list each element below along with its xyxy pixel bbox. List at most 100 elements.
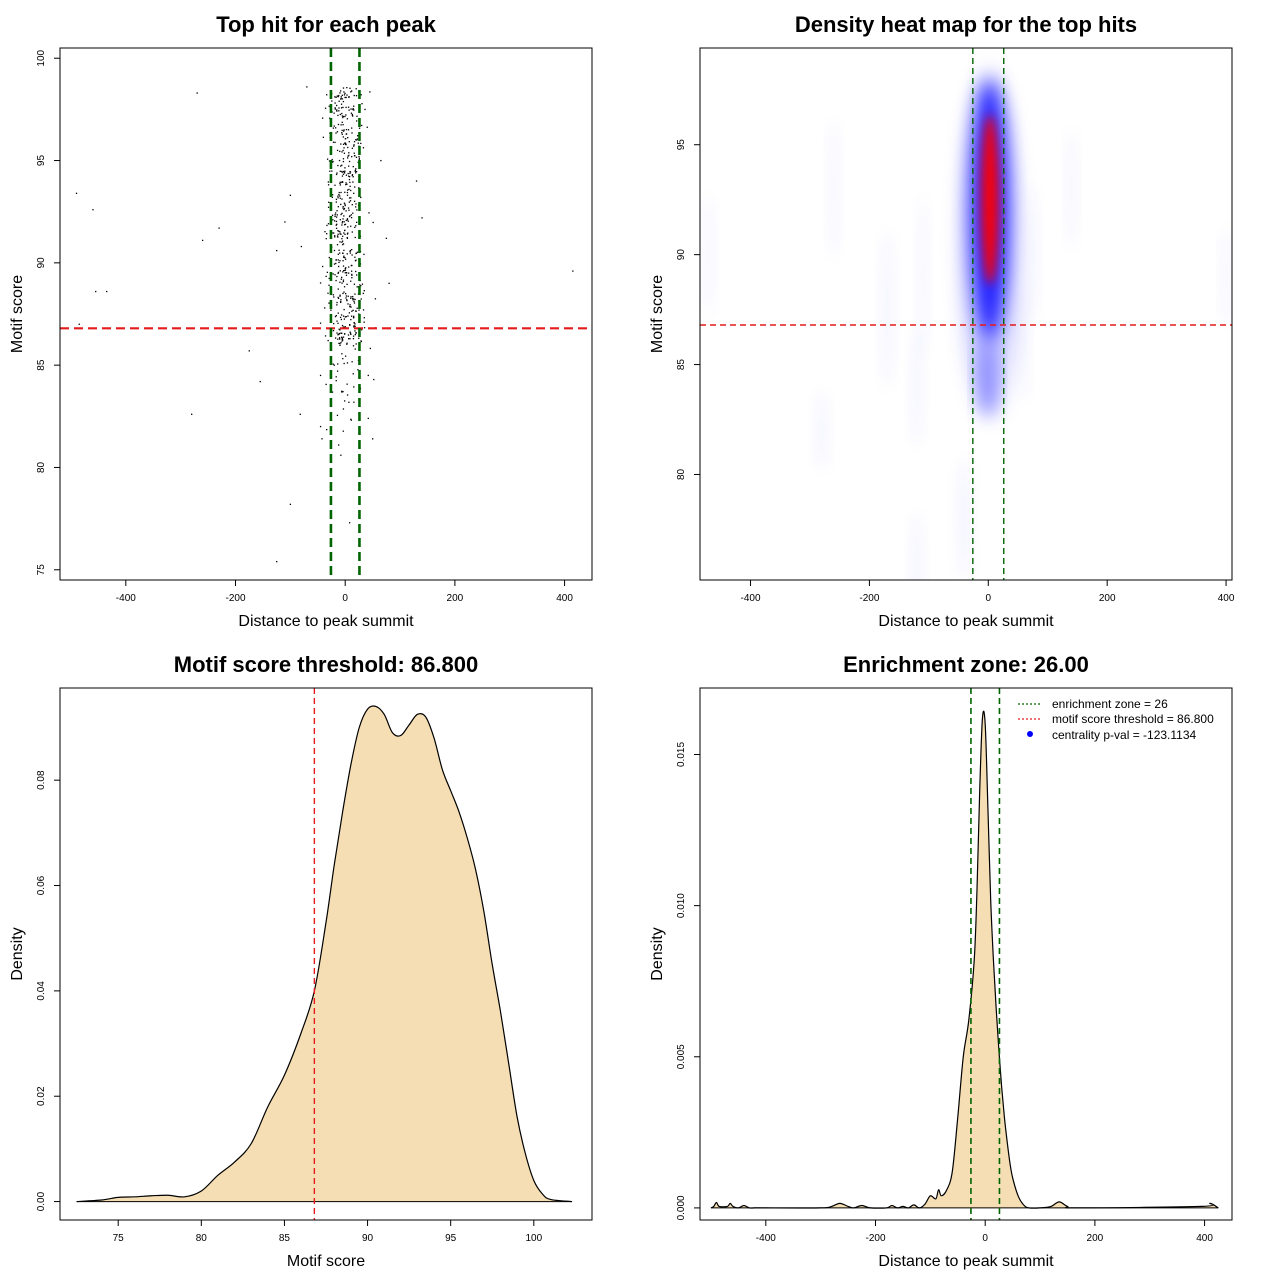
data-point xyxy=(348,96,350,98)
data-point xyxy=(330,309,332,311)
data-point xyxy=(338,342,340,344)
x-tick-label: 95 xyxy=(445,1233,457,1244)
data-point xyxy=(342,158,345,160)
data-point xyxy=(347,207,350,209)
data-point xyxy=(358,157,361,159)
x-tick-label: 0 xyxy=(342,593,348,604)
data-point xyxy=(337,206,340,208)
data-point xyxy=(351,174,354,176)
y-tick-label: 0.00 xyxy=(36,1191,47,1211)
legend-label-enrichment-zone: enrichment zone = 26 xyxy=(1052,697,1168,711)
data-point xyxy=(340,98,342,100)
y-tick-label: 85 xyxy=(36,359,47,371)
data-point xyxy=(348,154,350,156)
data-point xyxy=(358,155,360,158)
data-point xyxy=(357,369,359,371)
data-point xyxy=(346,272,348,274)
data-point xyxy=(341,338,344,341)
data-point xyxy=(334,108,336,110)
score-density-xlabel: Motif score xyxy=(287,1253,365,1270)
data-point xyxy=(337,363,339,365)
data-point xyxy=(352,337,355,340)
data-point xyxy=(341,198,343,200)
data-point xyxy=(342,271,344,273)
data-point xyxy=(350,306,352,308)
data-point xyxy=(339,342,341,345)
data-point xyxy=(353,298,355,300)
data-point xyxy=(341,212,343,215)
data-point xyxy=(339,150,341,153)
data-point xyxy=(342,130,345,132)
data-point xyxy=(342,243,344,246)
data-point xyxy=(340,314,343,316)
data-point xyxy=(344,223,347,225)
data-point xyxy=(341,133,343,135)
data-point xyxy=(344,142,346,144)
data-point xyxy=(340,332,342,334)
data-point xyxy=(342,218,344,220)
data-point xyxy=(259,380,261,383)
data-point xyxy=(356,221,358,224)
data-point xyxy=(349,185,351,187)
data-point xyxy=(343,171,345,173)
data-point xyxy=(345,182,347,184)
data-point xyxy=(369,91,371,93)
data-point xyxy=(342,124,344,126)
data-point xyxy=(350,280,352,282)
data-point xyxy=(348,197,351,199)
x-tick-label: 200 xyxy=(1087,1233,1104,1244)
density-peak xyxy=(981,114,1000,285)
data-point xyxy=(345,219,347,222)
data-point xyxy=(332,160,334,163)
data-point xyxy=(337,288,339,290)
data-point xyxy=(333,125,335,127)
data-point xyxy=(369,347,371,350)
data-point xyxy=(353,322,355,324)
data-point xyxy=(327,223,330,225)
data-point xyxy=(334,214,336,216)
data-point xyxy=(333,364,335,366)
data-point xyxy=(345,143,347,146)
data-point xyxy=(338,100,340,102)
data-point xyxy=(351,274,353,276)
x-tick-label: 200 xyxy=(1099,593,1116,604)
data-point xyxy=(341,324,344,327)
data-point xyxy=(363,321,365,323)
data-point xyxy=(347,226,349,228)
data-point xyxy=(343,269,345,272)
data-point xyxy=(360,94,362,96)
data-point xyxy=(341,252,344,254)
data-point xyxy=(347,315,349,317)
x-tick-label: 0 xyxy=(986,593,992,604)
data-point xyxy=(351,361,353,363)
data-point xyxy=(342,315,345,317)
data-point xyxy=(326,233,328,235)
data-point xyxy=(349,323,351,326)
data-point xyxy=(350,418,352,420)
data-point xyxy=(344,229,346,231)
data-point xyxy=(336,304,338,306)
data-point xyxy=(342,116,344,119)
data-point xyxy=(350,225,352,227)
y-tick-label: 80 xyxy=(676,468,687,480)
data-point xyxy=(353,386,355,388)
distance-density-xlabel: Distance to peak summit xyxy=(878,1253,1054,1270)
data-point xyxy=(341,170,343,173)
density-blob-faint xyxy=(1019,282,1028,403)
data-point xyxy=(388,282,390,285)
data-point xyxy=(339,316,342,319)
data-point xyxy=(346,299,348,301)
y-tick-label: 95 xyxy=(36,155,47,167)
y-tick-label: 100 xyxy=(36,49,47,66)
data-point xyxy=(355,88,357,90)
data-point xyxy=(348,201,350,203)
data-point xyxy=(346,219,349,221)
data-point xyxy=(359,284,361,286)
data-point xyxy=(356,115,358,117)
data-point xyxy=(75,192,78,194)
data-point xyxy=(334,141,336,144)
data-point xyxy=(343,318,346,320)
data-point xyxy=(350,217,353,219)
data-point xyxy=(358,337,360,340)
data-point xyxy=(352,335,355,337)
